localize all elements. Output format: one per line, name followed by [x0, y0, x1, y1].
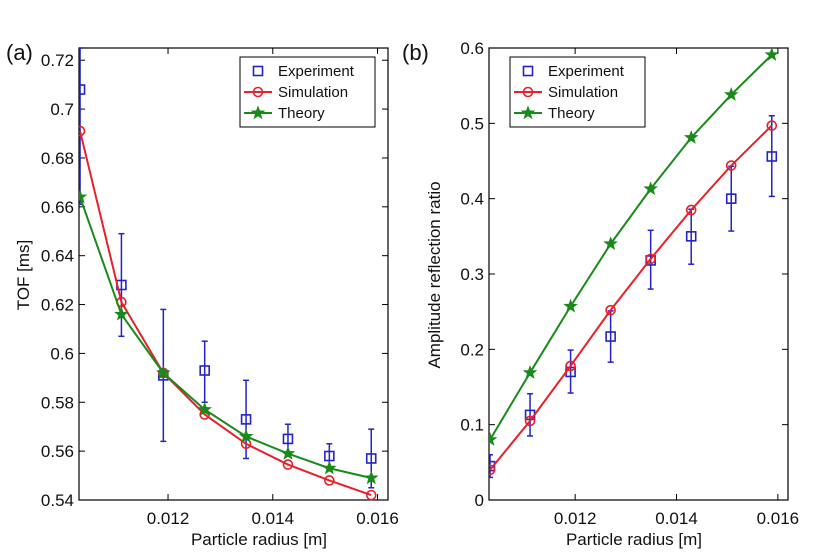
panel-b-y-tick-label: 0.2	[460, 340, 484, 359]
panel-a-series-theory-point	[156, 365, 171, 380]
panel-a-y-tick-label: 0.6	[50, 344, 74, 363]
panel-a-x-tick-label: 0.012	[147, 509, 190, 528]
panel-a-series-simulation-point	[282, 459, 294, 470]
panel-b-series-simulation-point	[766, 120, 778, 131]
panel-a-series-theory-point	[238, 428, 254, 443]
panel-b-legend-simulation-marker	[522, 86, 534, 98]
panel-b-x-tick-label: 0.012	[554, 509, 597, 528]
panel-b-y-tick-label: 0.1	[460, 416, 484, 435]
panel-b-series-experiment-point	[605, 331, 616, 342]
panel-a-y-tick-label: 0.56	[41, 442, 74, 461]
panel-a-legend-theory-label: Theory	[278, 105, 325, 122]
panel-b-series-simulation-point	[605, 304, 616, 316]
panel-a-legend-simulation-label: Simulation	[278, 84, 348, 101]
panel-a-x-tick-label: 0.016	[356, 509, 399, 528]
panel-b-series-simulation-line	[489, 124, 773, 471]
panel-a-x-axis-label: Particle radius [m]	[191, 530, 327, 549]
panel-b-y-tick-label: 0.5	[460, 114, 484, 133]
panel-a-y-tick-label: 0.7	[50, 100, 74, 119]
panel-b-series-theory-point	[489, 432, 498, 446]
panel-a-series-experiment-point	[79, 84, 86, 95]
panel-b-x-tick-label: 0.014	[655, 509, 698, 528]
panel-b-series-simulation-point	[524, 415, 536, 427]
panel-b-label: (b)	[402, 40, 429, 65]
panel-b-y-tick-label: 0	[475, 491, 484, 510]
panel-b-series-simulation-point	[645, 253, 656, 265]
panel-b-legend-experiment-label: Experiment	[548, 63, 625, 80]
panel-b-series-simulation-point	[489, 464, 496, 476]
panel-a-series-experiment-point	[240, 414, 252, 425]
panel-b-series-theory-point	[683, 129, 699, 144]
panel-b-x-axis-label: Particle radius [m]	[566, 530, 702, 549]
panel-b-data-layer	[489, 47, 780, 479]
panel-a-y-tick-label: 0.72	[41, 51, 74, 70]
panel-a-series-theory-point	[280, 445, 296, 460]
panel-b-legend-simulation-label: Simulation	[548, 84, 618, 101]
panel-a-series-simulation-point	[324, 475, 335, 486]
panel-a-y-tick-label: 0.58	[41, 393, 74, 412]
panel-a-series-theory-point	[79, 189, 88, 204]
panel-a-series-experiment-point	[324, 450, 335, 462]
panel-b-y-tick-label: 0.4	[460, 190, 484, 209]
panel-b-y-tick-label: 0.3	[460, 265, 484, 284]
panel-a-legend-theory-marker	[250, 105, 266, 120]
panel-a-series-theory-point	[197, 401, 212, 416]
panel-a-series-theory-point	[363, 470, 379, 485]
panel-a-y-tick-label: 0.66	[41, 198, 74, 217]
panel-b-series-experiment-point	[489, 460, 496, 472]
panel-a-y-tick-label: 0.68	[41, 149, 74, 168]
panel-a-data-layer	[79, 47, 379, 501]
panel-b-legend: Experiment Simulation Theory	[509, 56, 646, 128]
panel-b-series-theory-point	[563, 298, 578, 313]
panel-b-series-theory-point	[603, 236, 618, 251]
panel-a-series-simulation-line	[79, 130, 372, 497]
panel-a-y-axis-label: TOF [ms]	[14, 240, 33, 311]
panel-a-y-tick-label: 0.54	[41, 491, 74, 510]
panel-b-y-tick-label: 0.6	[460, 39, 484, 58]
panel-a-series-theory-point	[322, 460, 337, 475]
panel-a-legend: Experiment Simulation Theory	[239, 56, 376, 128]
panel-b-x-tick-label: 0.016	[757, 509, 800, 528]
panel-b-series-theory-point	[643, 181, 658, 196]
panel-a-series-experiment-point	[282, 433, 294, 445]
panel-b-series-simulation-point	[565, 360, 576, 372]
panel-a-legend-experiment-label: Experiment	[278, 63, 355, 80]
panel-a-series-simulation-point	[79, 125, 86, 137]
panel-a-axes-frame	[78, 47, 389, 501]
panel-b-y-axis-label: Amplitude reflection ratio	[425, 181, 444, 368]
panel-a-series-simulation-point	[365, 489, 377, 501]
panel-b-series-experiment-point	[725, 193, 737, 204]
panel-b-legend-theory-marker	[520, 105, 536, 120]
panel-a-plot-area: 0.012 0.014 0.016 0.54 0.56 0.58 0.6 0.62 0.64 0.…	[41, 47, 399, 528]
panel-b-legend-experiment-marker	[522, 65, 534, 77]
panel-a-y-tick-label: 0.64	[41, 247, 74, 266]
panel-b-series-theory-point	[522, 365, 538, 379]
panel-b-series-theory-point	[764, 47, 780, 61]
panel-a-label: (a)	[6, 40, 33, 65]
panel-b-series-theory-line	[489, 54, 773, 441]
panel-b-series-experiment-point	[685, 231, 697, 242]
panel-b-plot-area: 0.012 0.014 0.016 0 0.1 0.2 0.3 0.4 0.5 0.6 Experi…	[460, 39, 799, 528]
panel-a-y-tick-label: 0.62	[41, 296, 74, 315]
panel-a-series-theory-point	[114, 306, 129, 321]
panel-a: (a) 0.012 0.014 0.0160.540.560.580.60.620.…	[6, 40, 399, 549]
panel-b-series-simulation-point	[725, 160, 737, 171]
panel-a-series-experiment-point	[199, 365, 210, 376]
panel-b-series-theory-point	[723, 87, 739, 101]
panel-a-series-experiment-point	[365, 453, 377, 464]
panel-a-series-theory-line	[79, 196, 372, 479]
panel-a-x-tick-label: 0.014	[252, 509, 295, 528]
panel-a-legend-experiment-marker	[252, 65, 264, 77]
panel-b: (b) 0.012 0.014 0.016 0 0.1 0.2 0.3 0.4 0.5 0.6 Ex…	[402, 39, 799, 549]
panel-a-legend-simulation-marker	[252, 86, 264, 98]
panel-b-legend-theory-label: Theory	[548, 105, 595, 122]
panel-b-series-simulation-point	[685, 204, 697, 216]
panel-b-series-experiment-point	[766, 151, 778, 162]
